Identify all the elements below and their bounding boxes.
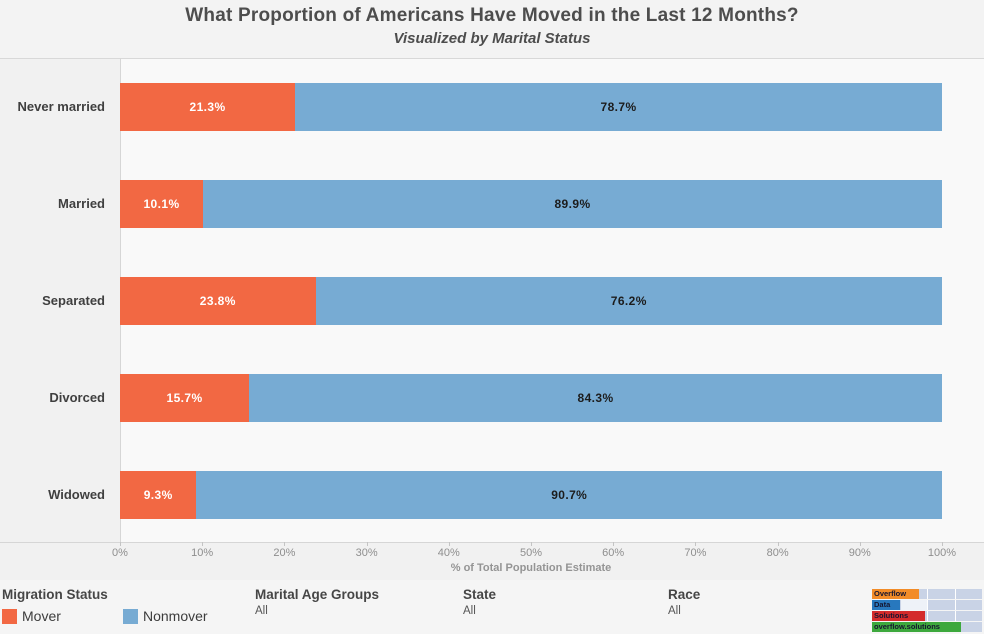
bar-value-label: 89.9%	[554, 197, 591, 211]
bar-segment-mover[interactable]: 10.1%	[120, 180, 204, 228]
axis-tick-mark	[695, 542, 697, 546]
axis-tick-label: 20%	[273, 547, 296, 559]
axis-tick-mark	[448, 542, 450, 546]
filter-value: All	[255, 605, 268, 617]
axis-tick-label: 40%	[437, 547, 460, 559]
category-label: Widowed	[48, 487, 105, 502]
bar-value-label: 90.7%	[551, 488, 588, 502]
bar-value-label: 76.2%	[610, 294, 647, 308]
bar-segment-nonmover[interactable]: 84.3%	[249, 374, 942, 422]
logo-row: Data	[872, 600, 982, 610]
category-label: Married	[58, 196, 105, 211]
legend-swatch-icon	[123, 608, 138, 624]
logo-cell-overflow: Overflow	[872, 589, 919, 599]
bar-value-label: 21.3%	[189, 100, 226, 114]
axis-tick-mark	[284, 542, 286, 546]
category-label: Separated	[42, 293, 105, 308]
category-label: Divorced	[49, 390, 105, 405]
logo-blank-cell	[901, 600, 927, 610]
bar-value-label: 9.3%	[143, 488, 173, 502]
axis-tick-label: 100%	[927, 547, 957, 559]
filter-value: All	[463, 605, 476, 617]
axis-tick-mark	[202, 542, 204, 546]
filter-state: State All	[463, 587, 496, 617]
bar-segment-nonmover[interactable]: 90.7%	[196, 471, 942, 519]
chart-subtitle: Visualized by Marital Status	[393, 30, 591, 47]
logo-cell-data: Data	[872, 600, 900, 610]
footer: Migration Status Mover Nonmover Marital A…	[0, 580, 984, 634]
filter-title: Race	[668, 587, 701, 602]
axis-tick-label: 80%	[766, 547, 789, 559]
axis-tick-mark	[613, 542, 615, 546]
axis-tick-label: 30%	[355, 547, 378, 559]
bar-segment-mover[interactable]: 23.8%	[120, 277, 316, 325]
filter-value: All	[668, 605, 681, 617]
axis-tick-label: 50%	[519, 547, 543, 559]
axis-tick-label: 90%	[848, 547, 871, 559]
legend-item-label: Nonmover	[143, 608, 208, 624]
logo-cell-overflow-solutions: overflow.solutions	[872, 622, 961, 632]
legend-migration-status: Migration Status Mover Nonmover	[2, 587, 252, 624]
legend-title: Migration Status	[2, 587, 108, 602]
axis-tick-label: 60%	[602, 547, 625, 559]
legend-item-nonmover[interactable]: Nonmover	[123, 608, 208, 624]
filter-title: State	[463, 587, 497, 602]
logo-row: Solutions	[872, 611, 982, 621]
bar-segment-nonmover[interactable]: 78.7%	[295, 83, 942, 131]
axis-tick-label: 70%	[684, 547, 707, 559]
legend-item-label: Mover	[22, 608, 61, 624]
header-divider-line	[0, 58, 984, 59]
bar-segment-nonmover[interactable]: 89.9%	[203, 180, 942, 228]
chart-title: What Proportion of Americans Have Moved …	[185, 5, 799, 26]
x-axis-title: % of Total Population Estimate	[450, 562, 612, 574]
x-axis-line	[0, 542, 984, 543]
axis-tick-mark	[859, 542, 861, 546]
bar-segment-mover[interactable]: 21.3%	[120, 83, 296, 131]
axis-tick-mark	[366, 542, 368, 546]
axis-tick-label: 10%	[191, 547, 214, 559]
bar-value-label: 84.3%	[577, 391, 614, 405]
bar-segment-mover[interactable]: 9.3%	[120, 471, 197, 519]
filter-race: Race All	[668, 587, 700, 617]
logo-row: overflow.solutions	[872, 622, 982, 632]
legend-item-mover[interactable]: Mover	[2, 608, 61, 624]
axis-tick-mark	[777, 542, 779, 546]
category-label: Never married	[17, 99, 105, 114]
logo-cell-solutions: Solutions	[872, 611, 925, 621]
axis-tick-mark	[942, 542, 943, 546]
axis-tick-mark	[120, 542, 121, 546]
logo-row: Overflow	[872, 589, 982, 599]
bar-value-label: 10.1%	[143, 197, 180, 211]
bar-segment-mover[interactable]: 15.7%	[120, 374, 250, 422]
chart-header: What Proportion of Americans Have Moved …	[0, 0, 984, 58]
bar-value-label: 78.7%	[600, 100, 637, 114]
bar-value-label: 15.7%	[166, 391, 203, 405]
overflow-solutions-logo: Overflow Data Solutions overflow.solutions	[872, 589, 982, 633]
legend-items: Mover Nonmover	[2, 608, 252, 624]
filter-marital-age-groups: Marital Age Groups All	[255, 587, 379, 617]
bar-value-label: 23.8%	[199, 294, 236, 308]
axis-tick-label: 0%	[112, 547, 128, 559]
bar-segment-nonmover[interactable]: 76.2%	[315, 277, 942, 325]
filter-title: Marital Age Groups	[255, 587, 380, 602]
axis-tick-mark	[531, 542, 532, 546]
legend-swatch-icon	[2, 608, 17, 624]
